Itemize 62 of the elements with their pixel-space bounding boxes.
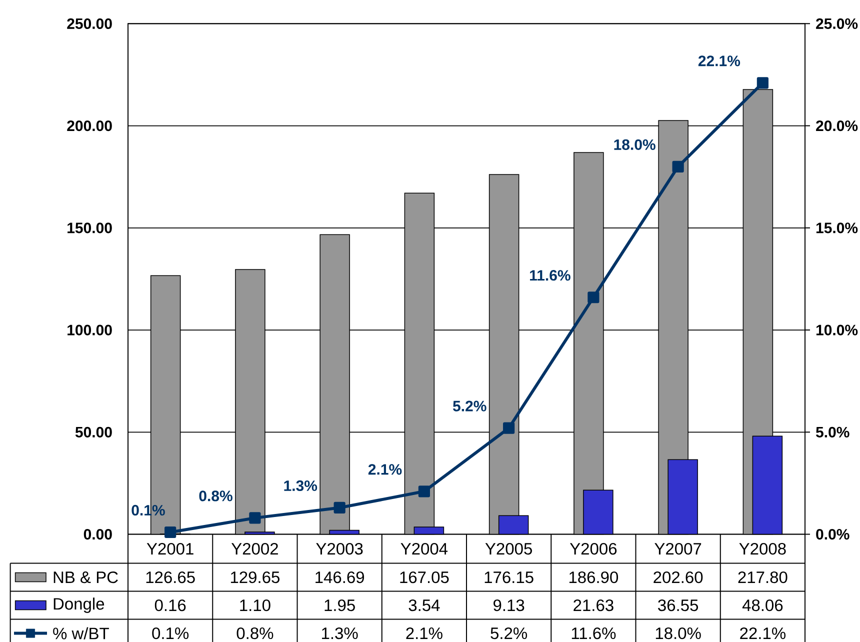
text: 5.2% <box>452 400 486 412</box>
data-label: 0.8% <box>236 627 274 640</box>
data-label: 1.10 <box>240 599 270 612</box>
data-label: 217.80 <box>738 571 788 584</box>
x-tick-label: Y2007 <box>654 542 702 555</box>
y-tick-label: 200.00 <box>67 120 112 132</box>
data-label: 1.95 <box>324 599 355 612</box>
text: 18.0% <box>614 139 656 150</box>
point <box>418 486 430 498</box>
y2-tick-label: 5.0% <box>816 426 850 438</box>
data-label: 176.15 <box>484 571 534 584</box>
x-tick-label: Y2003 <box>316 542 363 555</box>
y-tick-label: 0.00 <box>84 528 112 540</box>
point <box>503 422 515 434</box>
data-label: 11.6% <box>572 627 616 640</box>
data-label: 126.65 <box>146 571 195 584</box>
x-tick-label: Y2005 <box>485 542 532 555</box>
y2-tick-label: 20.0% <box>816 120 858 132</box>
y2-tick-label: 15.0% <box>816 222 858 234</box>
y2-tick-label: 25.0% <box>816 18 858 29</box>
data-label: 18.0% <box>656 627 701 640</box>
data-label: 48.06 <box>742 599 783 612</box>
y-tick-label: 150.00 <box>68 222 112 234</box>
data-label: 3.54 <box>408 599 440 612</box>
y2-tick-label: 0.0% <box>816 528 850 540</box>
legend-label: % w/BT <box>53 627 109 640</box>
data-label: 36.55 <box>658 599 698 612</box>
x-tick-label: Y2004 <box>400 542 448 555</box>
text: 0.8% <box>199 490 232 502</box>
text: 1.3% <box>284 480 318 492</box>
data-label: 186.90 <box>569 571 618 584</box>
legend-label: Dongle <box>54 598 104 613</box>
data-label: 22.1% <box>740 627 786 640</box>
point <box>672 160 684 172</box>
point <box>588 292 600 304</box>
data-label: 129.65 <box>230 571 280 584</box>
data-label: 146.69 <box>316 571 364 584</box>
data-label: 9.13 <box>494 599 524 612</box>
y-tick-label: 250.00 <box>67 18 112 29</box>
text: 11.6% <box>530 270 570 281</box>
text: 2.1% <box>368 464 402 475</box>
data-label: 1.3% <box>322 627 358 640</box>
point <box>249 512 261 524</box>
y-tick-label: 50.00 <box>75 426 112 438</box>
point <box>164 526 176 538</box>
data-label: 5.2% <box>490 627 528 640</box>
data-label: 0.1% <box>152 627 189 640</box>
point <box>334 502 346 514</box>
x-tick-label: Y2002 <box>231 542 278 555</box>
text: 22.1% <box>698 56 740 66</box>
y2-tick-label: 10.0% <box>816 324 858 336</box>
data-label: 167.05 <box>400 571 449 584</box>
data-label: 202.60 <box>654 571 703 584</box>
x-tick-label: Y2008 <box>739 542 786 555</box>
x-tick-label: Y2006 <box>570 542 617 555</box>
data-label: 2.1% <box>406 627 442 640</box>
data-label: 21.63 <box>574 599 614 612</box>
legend-label: NB & PC <box>54 571 118 584</box>
data-label: 0.16 <box>154 599 186 612</box>
point <box>756 77 768 89</box>
x-tick-label: Y2001 <box>146 542 194 555</box>
y-tick-label: 100.00 <box>68 324 112 336</box>
